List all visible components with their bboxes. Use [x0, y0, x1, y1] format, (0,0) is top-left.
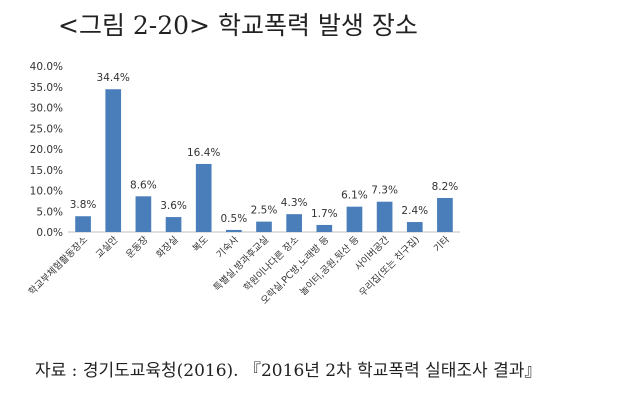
bar — [286, 214, 302, 232]
data-label: 8.6% — [130, 179, 157, 191]
bar — [406, 222, 423, 232]
y-tick-label: 0.0% — [36, 227, 63, 239]
bar — [195, 163, 212, 232]
data-label: 3.6% — [160, 200, 187, 212]
y-tick-label: 10.0% — [30, 186, 63, 198]
bar — [135, 196, 152, 232]
bar — [437, 197, 453, 232]
data-label: 2.4% — [401, 205, 428, 217]
category-label: 기숙사 — [215, 234, 242, 261]
data-label: 2.5% — [251, 205, 278, 217]
data-label: 4.3% — [281, 197, 308, 209]
bar — [316, 224, 333, 232]
category-label: 화장실 — [154, 234, 180, 260]
data-label: 16.4% — [187, 147, 220, 159]
bar — [256, 221, 272, 232]
bar — [346, 206, 363, 232]
bar — [75, 216, 91, 232]
y-tick-label: 25.0% — [30, 123, 63, 135]
data-label: 0.5% — [221, 213, 248, 225]
category-label: 기타 — [432, 234, 452, 254]
data-label: 34.4% — [97, 72, 130, 84]
bar — [105, 89, 122, 233]
y-tick-label: 15.0% — [30, 165, 63, 177]
category-label: 학원이나다른 장소 — [242, 234, 302, 294]
y-tick-label: 20.0% — [30, 144, 63, 156]
data-label: 1.7% — [311, 208, 338, 220]
y-tick-label: 40.0% — [30, 61, 63, 73]
data-label: 6.1% — [341, 190, 368, 202]
bar — [165, 217, 182, 232]
category-label: 운동장 — [124, 234, 151, 261]
figure-title: <그림 2-20> 학교폭력 발생 장소 — [58, 11, 418, 40]
bar — [376, 201, 393, 232]
y-tick-label: 5.0% — [36, 206, 63, 218]
y-tick-label: 35.0% — [30, 82, 63, 94]
source-note: 자료 : 경기도교육청(2016). 『2016년 2차 학교폭력 실태조사 결… — [35, 361, 542, 381]
data-label: 7.3% — [371, 185, 398, 197]
category-label: 특별실,방과후교실 — [212, 234, 271, 293]
category-label: 복도 — [191, 234, 211, 254]
bar — [226, 229, 242, 232]
data-label: 3.8% — [70, 199, 97, 211]
category-label: 교실안 — [94, 234, 121, 261]
data-label: 8.2% — [432, 181, 459, 193]
y-tick-label: 30.0% — [30, 103, 63, 115]
category-label: 학교부체험활동장소 — [26, 233, 90, 297]
